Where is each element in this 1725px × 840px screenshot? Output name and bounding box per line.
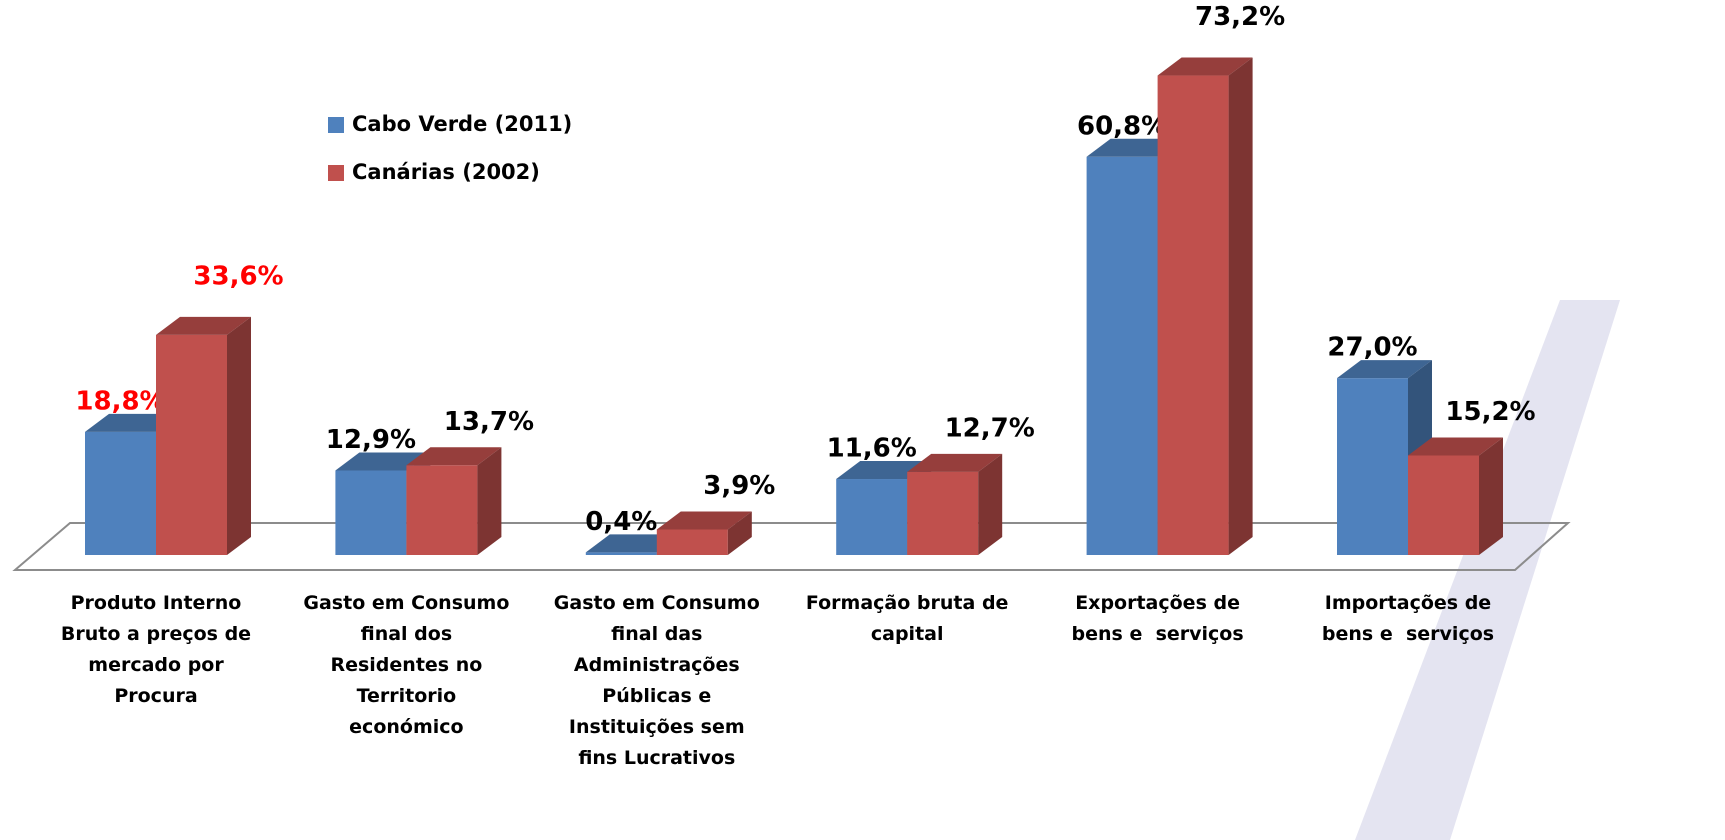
bar-front [1408, 455, 1479, 555]
value-label: 15,2% [1445, 397, 1535, 427]
bar-side [978, 453, 1003, 555]
x-tick-label: Gasto em Consumo final dos Residentes no… [303, 592, 517, 738]
bar-top [1408, 437, 1503, 456]
bar-front [1157, 75, 1229, 555]
value-label: 3,9% [703, 471, 775, 501]
value-label: 13,7% [444, 407, 534, 437]
x-tick-label: Formação bruta de capital [805, 592, 1016, 645]
legend-swatch [328, 117, 344, 133]
x-tick-label: Exportações de bens e serviços [1071, 592, 1247, 645]
bar-front [585, 552, 657, 555]
legend-swatch [328, 165, 344, 181]
bar-front [656, 529, 728, 555]
bar-front [406, 465, 478, 555]
floor [12, 522, 1571, 571]
bar-front [85, 431, 156, 555]
bar-top [656, 511, 752, 530]
bar-side [477, 447, 502, 555]
value-label: 11,6% [827, 434, 917, 464]
x-tick-label: Importações de bens e serviços [1321, 592, 1498, 645]
bar-top [1157, 57, 1253, 76]
bar-top [1337, 360, 1432, 379]
value-label: 73,2% [1195, 2, 1285, 32]
legend-label: Canárias (2002) [352, 160, 540, 184]
bar-side [1228, 57, 1253, 555]
bar-front [156, 334, 227, 555]
bar-side [1479, 437, 1503, 555]
bar-front [1086, 156, 1158, 555]
bar-side [727, 511, 752, 555]
value-label: 33,6% [193, 261, 283, 291]
bar-front [1337, 378, 1408, 555]
value-label: 12,7% [945, 413, 1035, 443]
bar-top [907, 453, 1003, 472]
bar-front [907, 471, 979, 555]
value-label: 18,8% [75, 386, 165, 416]
value-label: 60,8% [1077, 111, 1167, 141]
bar-side [227, 316, 251, 555]
legend-label: Cabo Verde (2011) [352, 112, 572, 136]
x-tick-label: Produto Interno Bruto a preços de mercad… [60, 592, 258, 707]
value-label: 12,9% [326, 425, 416, 455]
value-label: 27,0% [1327, 333, 1417, 363]
bar-top [406, 447, 502, 466]
bar-top [156, 316, 251, 335]
x-tick-label: Gasto em Consumo final das Administraçõe… [553, 592, 767, 769]
bar-front [836, 479, 908, 555]
value-label: 0,4% [585, 507, 657, 537]
bar-front [335, 470, 407, 555]
